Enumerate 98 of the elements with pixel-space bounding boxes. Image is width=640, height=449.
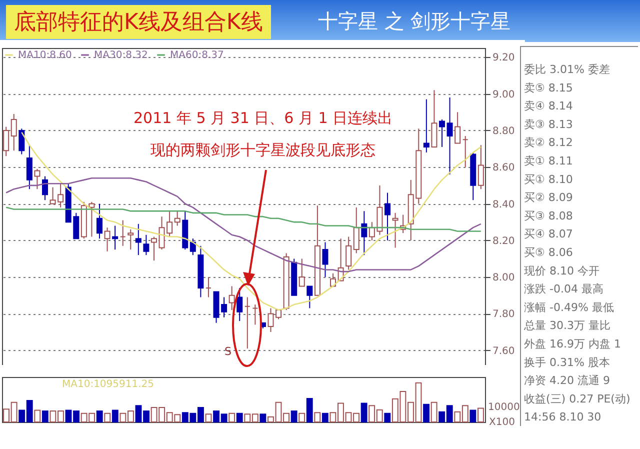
candlestick — [361, 210, 368, 256]
bar — [470, 410, 476, 422]
candlestick — [423, 98, 430, 153]
annotation: MA10:1095911.25 — [62, 379, 154, 390]
annotation: 现的两颗剑形十字星波段见底形态 — [150, 141, 376, 159]
bar — [42, 410, 48, 422]
text: 换手 0.31% 股本 — [524, 356, 610, 369]
candlestick — [128, 228, 134, 250]
candlestick — [346, 236, 352, 270]
bar — [104, 412, 111, 422]
y-tick-label: 7.80 — [492, 309, 515, 320]
annotation: S — [224, 345, 232, 358]
bar — [360, 402, 368, 422]
candlestick — [112, 225, 118, 250]
text: 现价 8.10 今开 — [524, 264, 600, 278]
bar — [205, 414, 212, 422]
candlestick — [190, 238, 196, 256]
bar — [430, 402, 438, 422]
bar — [314, 412, 321, 422]
y-tick-label: 9.00 — [492, 89, 515, 100]
bar — [306, 398, 313, 422]
candlestick — [150, 236, 157, 262]
candlestick — [10, 113, 17, 152]
text: 总量 30.3万 量比 — [523, 319, 610, 332]
bar — [298, 412, 306, 422]
candlestick — [120, 220, 126, 246]
text: 买④ 8.07 — [524, 228, 573, 241]
bar — [96, 410, 103, 422]
candlestick — [462, 135, 468, 168]
text: 买③ 8.08 — [524, 209, 573, 222]
text: 委比 3.01% 委差 — [524, 63, 610, 76]
text: 买② 8.09 — [524, 191, 573, 204]
candlestick — [252, 304, 258, 326]
bar — [290, 410, 298, 422]
candlestick — [322, 242, 328, 278]
candlestick — [236, 288, 243, 322]
candlestick — [298, 258, 305, 287]
text: 净资 4.20 流通 9 — [524, 374, 610, 388]
legend-label: MA30:8.32 — [94, 50, 148, 61]
candlestick — [205, 276, 212, 298]
candlestick — [143, 234, 150, 256]
y-tick-label: 8.60 — [492, 162, 515, 174]
candlestick — [353, 206, 360, 254]
text: X100 — [489, 417, 515, 428]
bar — [260, 414, 266, 422]
y-tick-label: 8.00 — [492, 272, 515, 284]
legend-label: MA10:8.60 — [18, 50, 72, 61]
annotation: 2011 年 5 月 31 日、6 月 1 日连续出 — [133, 109, 393, 127]
text: 卖① 8.11 — [524, 154, 573, 168]
text: 收益(三) 0.27 PE(动) — [524, 392, 630, 406]
candlestick — [244, 296, 250, 350]
text: 外盘 16.9万 内盘 1 — [524, 338, 621, 350]
candlestick — [306, 286, 313, 309]
candlestick — [3, 126, 10, 157]
bar — [384, 412, 391, 422]
text: 卖③ 8.13 — [524, 118, 573, 131]
candlestick — [26, 144, 32, 190]
text: 买① 8.10 — [524, 172, 573, 186]
text: 卖④ 8.14 — [524, 100, 573, 113]
candlestick — [268, 308, 274, 333]
candlestick — [431, 90, 438, 148]
candlestick — [104, 227, 110, 252]
bar — [34, 410, 41, 422]
bar — [228, 412, 236, 422]
candlestick — [478, 144, 484, 190]
candlestick — [446, 96, 453, 175]
candlestick — [18, 128, 25, 155]
text: 卖⑤ 8.15 — [524, 81, 573, 94]
candlestick — [34, 168, 40, 190]
candlestick — [454, 112, 461, 144]
text: 涨幅 -0.49% 最低 — [524, 300, 614, 314]
y-tick-label: 8.40 — [492, 199, 515, 210]
text: 涨跌 -0.04 最高 — [524, 282, 604, 296]
y-tick-label: 8.20 — [492, 236, 515, 247]
candlestick — [88, 201, 95, 238]
text: 10000 — [488, 402, 520, 413]
chart-subtitle: 十字星 之 剑形十字星 — [318, 8, 511, 35]
candlestick — [174, 210, 180, 226]
bar — [236, 412, 243, 422]
candlestick — [228, 286, 235, 311]
text: 卖② 8.12 — [524, 136, 573, 150]
y-tick-label: 9.20 — [492, 52, 515, 64]
y-tick-label: 8.80 — [492, 126, 515, 137]
bar — [112, 410, 118, 422]
bar — [478, 408, 484, 422]
candlestick — [438, 118, 445, 148]
bar — [423, 404, 430, 422]
candlestick — [42, 176, 48, 201]
y-tick-label: 7.60 — [492, 346, 515, 357]
candlestick — [135, 223, 142, 256]
text: 买⑤ 8.06 — [524, 246, 573, 259]
candlestick — [384, 192, 391, 241]
chart-title: 底部特征的K线及组合K线 — [6, 5, 271, 39]
candlestick — [392, 212, 398, 248]
legend-label: MA60:8.37 — [170, 50, 224, 61]
candlestick — [96, 203, 102, 240]
text: 14:56 8.10 30 — [524, 410, 602, 424]
bar — [322, 412, 328, 422]
